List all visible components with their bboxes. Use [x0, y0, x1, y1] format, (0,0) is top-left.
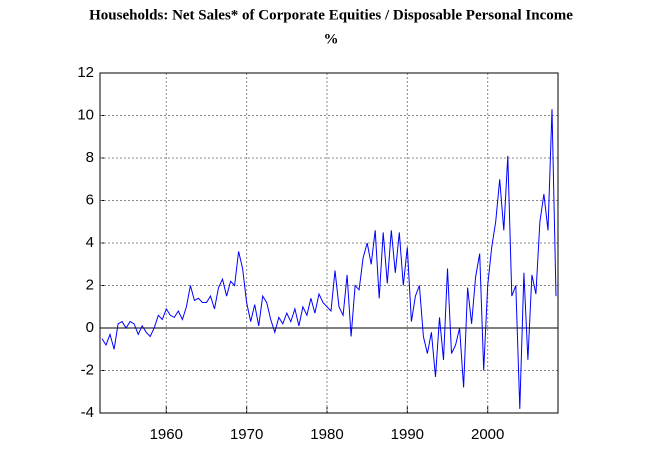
x-tick-label: 1960	[150, 426, 183, 443]
y-tick-label: -2	[81, 361, 94, 378]
y-tick-label: 8	[86, 149, 94, 166]
x-tick-label: 2000	[471, 426, 504, 443]
y-tick-label: 10	[77, 106, 94, 123]
chart-subtitle: %	[324, 31, 339, 47]
plot-frame	[99, 72, 559, 414]
x-tick-label: 1970	[230, 426, 263, 443]
chart-title: Households: Net Sales* of Corporate Equi…	[89, 7, 573, 23]
y-tick-label: 2	[86, 276, 94, 293]
y-tick-label: -4	[81, 404, 94, 421]
x-tick-label: 1980	[310, 426, 343, 443]
y-tick-label: 0	[86, 319, 94, 336]
series-line	[101, 109, 557, 409]
y-tick-label: 6	[86, 191, 94, 208]
x-tick-label: 1990	[391, 426, 424, 443]
y-tick-label: 12	[77, 64, 94, 81]
y-tick-label: 4	[86, 234, 94, 251]
